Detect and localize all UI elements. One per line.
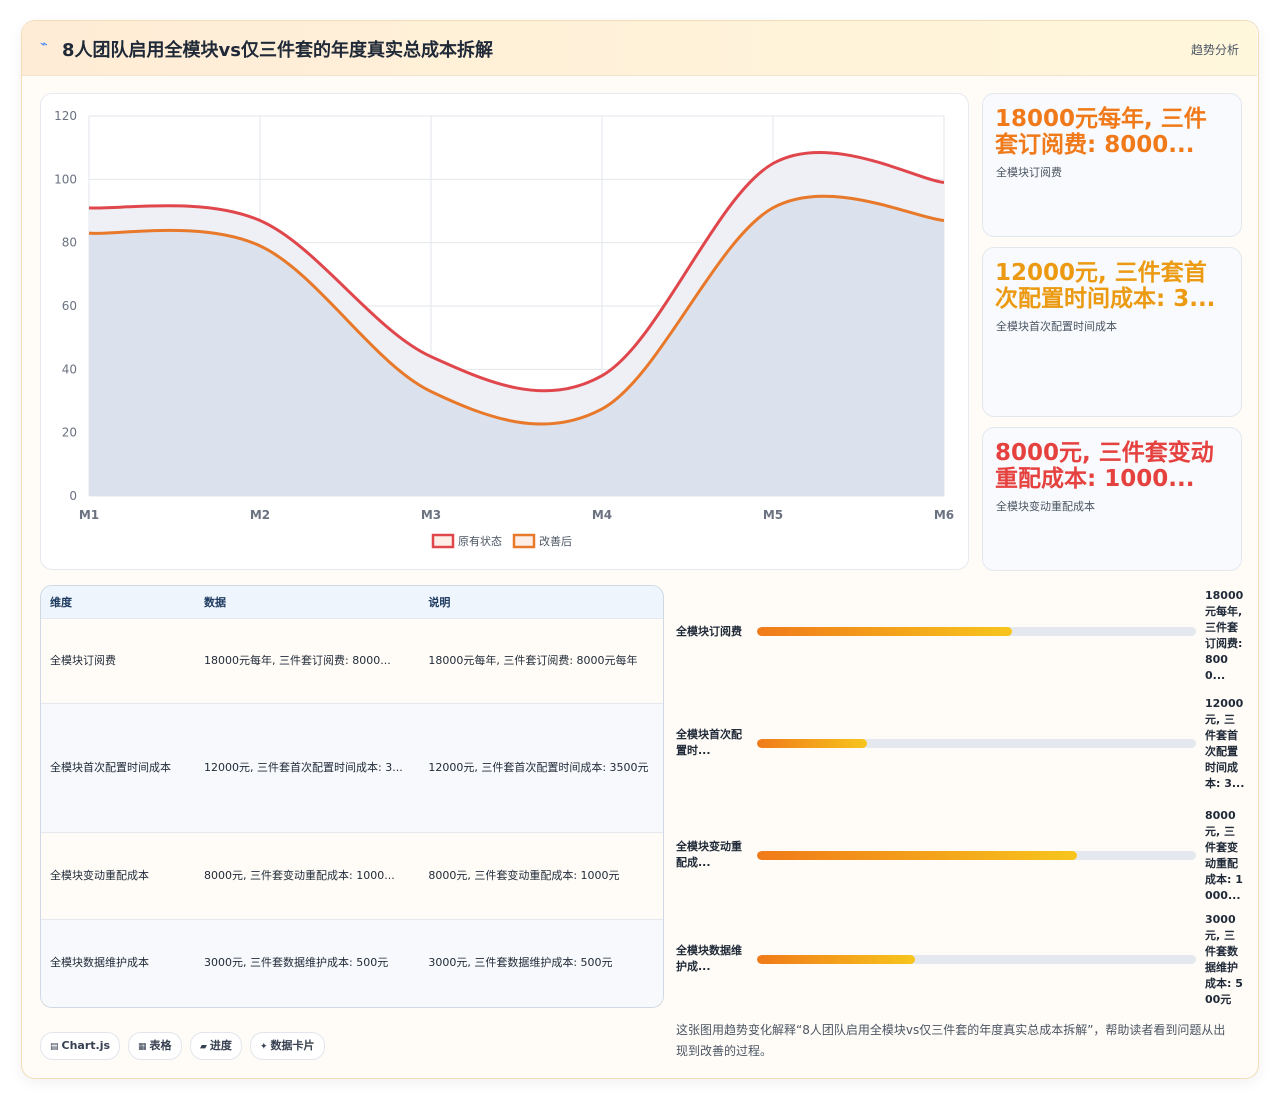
stat-label: 全模块变动重配成本: [996, 500, 1095, 513]
chip-label: 进度: [209, 1039, 232, 1052]
chart-panel: 0 20 40 60 80 100 120 M1 M2 M3 M4 M5 M6 原有状态 改善后: [40, 93, 969, 570]
progress-label: 全模块数据维护成...: [676, 944, 742, 973]
y-tick-label: 20: [62, 426, 77, 440]
progress-label: 全模块变动重配成...: [676, 840, 742, 869]
legend-label: 原有状态: [458, 534, 502, 548]
progress-track: [757, 739, 1196, 748]
table: 维度 数据 说明全模块订阅费 18000元每年, 三件套订阅费: 8000... 180…: [41, 586, 663, 1007]
y-tick-label: 40: [62, 362, 77, 376]
table-cell: 18000元每年, 三件套订阅费: 8000...: [204, 654, 391, 667]
progress-bar: [757, 739, 867, 748]
y-tick-label: 60: [62, 299, 77, 313]
table-cell: 12000元, 三件套首次配置时间成本: 3500元: [428, 761, 649, 774]
table-panel: 维度 数据 说明全模块订阅费 18000元每年, 三件套订阅费: 8000... 180…: [40, 585, 664, 1008]
chip-icon: ▦: [138, 1042, 147, 1052]
y-tick-label: 120: [54, 109, 77, 123]
progress-text: 18000元每年, 三件套订阅费: 8000...: [1205, 589, 1244, 682]
title: 8人团队启用全模块vs仅三件套的年度真实总成本拆解: [62, 40, 493, 61]
progress-bar: [757, 955, 916, 964]
chip-label: Chart.js: [61, 1039, 111, 1052]
y-tick-label: 0: [69, 489, 77, 503]
table-row: 全模块首次配置时间成本 12000元, 三件套首次配置时间成本: 3... 1200…: [41, 703, 663, 833]
table-cell: 全模块变动重配成本: [50, 869, 149, 882]
progress-label: 全模块首次配置时...: [676, 728, 742, 757]
stat-label: 全模块订阅费: [996, 166, 1062, 179]
chip: ▦ 表格: [128, 1032, 182, 1060]
chart: 0 20 40 60 80 100 120 M1 M2 M3 M4 M5 M6 原有状态 改善后: [54, 109, 954, 549]
y-tick-label: 80: [62, 236, 77, 250]
table-header: 数据: [195, 586, 420, 619]
stat-card: 18000元每年, 三件套订阅费: 8000... 全模块订阅费: [982, 93, 1242, 237]
x-tick-label: M6: [934, 508, 954, 522]
line: [88, 151, 945, 393]
chip: ▰ 进度: [190, 1032, 242, 1060]
tag: 趋势分析: [1190, 43, 1239, 57]
area: [89, 196, 944, 496]
table-header: 说明: [419, 586, 663, 619]
table-row: 全模块数据维护成本 3000元, 三件套数据维护成本: 500元 3000元, 三件…: [41, 919, 663, 1007]
table-cell: 3000元, 三件套数据维护成本: 500元: [204, 956, 389, 970]
chip-icon: ▤: [50, 1042, 59, 1052]
table-row: 全模块订阅费 18000元每年, 三件套订阅费: 8000... 18000元每年,…: [41, 618, 663, 704]
progress-label: 全模块订阅费: [676, 625, 742, 638]
table-cell: 12000元, 三件套首次配置时间成本: 3...: [204, 761, 403, 774]
progress-text: 12000元, 三件套首次配置时间成本: 3...: [1205, 697, 1245, 790]
stat-card: 12000元, 三件套首次配置时间成本: 3... 全模块首次配置时间成本: [982, 247, 1242, 417]
table-cell: 全模块数据维护成本: [50, 956, 149, 970]
table-cell: 18000元每年, 三件套订阅费: 8000元每年: [428, 654, 638, 667]
x-tick-label: M5: [763, 508, 783, 522]
stat-value: 12000元, 三件套首次配置时间成本: 3...: [995, 260, 1216, 312]
progress-bar: [757, 627, 1012, 636]
progress-bar: [757, 851, 1078, 860]
legend-swatch: [431, 533, 455, 549]
table-header: 维度: [41, 586, 196, 619]
stat-value: 8000元, 三件套变动重配成本: 1000...: [995, 440, 1214, 492]
y-tick-label: 100: [54, 172, 77, 186]
x-tick-label: M4: [592, 508, 612, 522]
progress-text: 8000元, 三件套变动重配成本: 1000...: [1205, 809, 1243, 902]
chip-icon: ▰: [200, 1042, 207, 1052]
x-tick-label: M2: [250, 508, 270, 522]
chip-icon: ✦: [260, 1042, 268, 1052]
chip-label: 表格: [149, 1039, 172, 1052]
progress-track: [757, 955, 1196, 964]
progress-track: [757, 627, 1196, 636]
table-row: 全模块变动重配成本 8000元, 三件套变动重配成本: 1000... 8000元,…: [41, 832, 663, 920]
table-header-row: 维度 数据 说明: [41, 586, 663, 619]
x-tick-label: M3: [421, 508, 441, 522]
table-cell: 8000元, 三件套变动重配成本: 1000元: [428, 869, 620, 882]
table-cell: 全模块订阅费: [50, 654, 116, 667]
stat-label: 全模块首次配置时间成本: [996, 320, 1117, 333]
stat-value: 18000元每年, 三件套订阅费: 8000...: [995, 106, 1207, 158]
chip: ▤ Chart.js: [40, 1032, 121, 1060]
note: 这张图用趋势变化解释“8人团队启用全模块vs仅三件套的年度真实总成本拆解”，帮助…: [676, 1023, 1226, 1058]
progress-track: [757, 851, 1196, 860]
chip-label: 数据卡片: [270, 1039, 315, 1052]
stat-card: 8000元, 三件套变动重配成本: 1000... 全模块变动重配成本: [982, 427, 1242, 571]
x-tick-label: M1: [79, 508, 99, 522]
table-cell: 8000元, 三件套变动重配成本: 1000...: [204, 869, 395, 882]
legend-label: 改善后: [539, 534, 572, 548]
table-cell: 3000元, 三件套数据维护成本: 500元: [428, 956, 613, 970]
icon: ⌁: [40, 37, 48, 52]
progress-text: 3000元, 三件套数据维护成本: 500元: [1205, 913, 1243, 1006]
line: [88, 194, 945, 426]
table-cell: 全模块首次配置时间成本: [50, 761, 171, 774]
legend-swatch: [512, 533, 536, 549]
header: ⌁ 8人团队启用全模块vs仅三件套的年度真实总成本拆解 趋势分析: [22, 21, 1257, 76]
chip: ✦ 数据卡片: [250, 1032, 325, 1060]
